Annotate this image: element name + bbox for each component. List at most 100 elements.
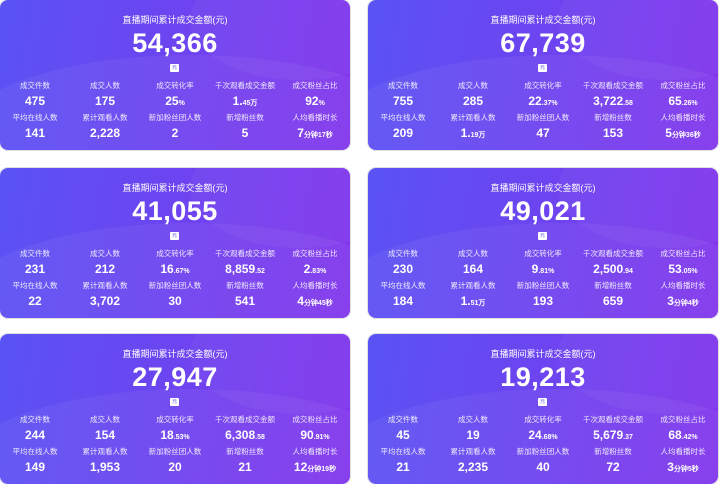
stat-cell: 成交转化率 24.68% xyxy=(508,415,578,447)
stat-cell: 累计观看人数 2,235 xyxy=(438,447,508,479)
stat-cell: 新加粉丝团人数 30 xyxy=(140,281,210,313)
stat-label: 成交粉丝占比 xyxy=(660,249,706,258)
stat-value-main: 9 xyxy=(531,262,539,276)
stat-cell: 成交粉丝占比 2.83% xyxy=(280,249,350,281)
stat-label: 成交粉丝占比 xyxy=(292,249,338,258)
stats-row: 平均在线人数 209 累计观看人数 1.19万 新加粉丝团人数 47 新增粉丝数 153 人均看… xyxy=(368,113,718,145)
stat-value-suffix: % xyxy=(178,100,185,107)
live-stats-card: 直播期间累计成交金额(元) 41,055 元成交件数 231 成交人数 212 成交转化率 1… xyxy=(0,168,350,318)
stat-label: 成交转化率 xyxy=(156,81,194,90)
stat-value: 755 xyxy=(368,93,438,112)
stats-row: 平均在线人数 22 累计观看人数 3,702 新加粉丝团人数 30 新增粉丝数 541 人均看播… xyxy=(0,281,350,313)
stat-cell: 累计观看人数 3,702 xyxy=(70,281,140,313)
stat-cell: 成交转化率 16.67% xyxy=(140,249,210,281)
card-title: 直播期间累计成交金额(元) xyxy=(122,183,228,193)
stat-value-main: 40 xyxy=(536,460,550,474)
stat-value-main: 231 xyxy=(24,262,46,276)
stat-value-main: 45 xyxy=(396,428,410,442)
stats-grid: 成交件数 230 成交人数 164 成交转化率 9.81% 千次观看成交金额 2,500.94… xyxy=(368,249,718,313)
stat-cell: 千次观看成交金额 6,308.58 xyxy=(210,415,280,447)
stat-value: 8,859.52 xyxy=(210,261,280,280)
stat-value: 659 xyxy=(578,293,648,312)
stat-value-suffix: .91% xyxy=(313,434,330,441)
stat-value-main: 1. xyxy=(460,294,471,308)
stat-label: 成交粉丝占比 xyxy=(660,81,706,90)
stat-cell: 成交件数 755 xyxy=(368,81,438,113)
stat-value: 1.51万 xyxy=(438,293,508,312)
stat-cell: 新增粉丝数 5 xyxy=(210,113,280,145)
stat-label: 成交件数 xyxy=(388,249,418,258)
live-stats-card: 直播期间累计成交金额(元) 27,947 元成交件数 244 成交人数 154 成交转化率 1… xyxy=(0,334,350,484)
stat-value-main: 8,859 xyxy=(225,262,256,276)
stat-value: 21 xyxy=(368,459,438,478)
stat-value: 2.83% xyxy=(280,261,350,280)
stat-label: 累计观看人数 xyxy=(82,447,128,456)
stat-cell: 成交粉丝占比 68.42% xyxy=(648,415,718,447)
stats-row: 成交件数 231 成交人数 212 成交转化率 16.67% 千次观看成交金额 8,859.5… xyxy=(0,249,350,281)
stat-value: 22.37% xyxy=(508,93,578,112)
stat-value: 47 xyxy=(508,125,578,144)
stat-label: 人均看播时长 xyxy=(660,113,706,122)
stats-grid: 成交件数 755 成交人数 285 成交转化率 22.37% 千次观看成交金额 3,722.5… xyxy=(368,81,718,145)
stat-value: 3分钟4秒 xyxy=(648,293,718,312)
live-stats-card: 直播期间累计成交金额(元) 67,739 元成交件数 755 成交人数 285 成交转化率 2… xyxy=(368,0,718,150)
stat-cell: 累计观看人数 2,228 xyxy=(70,113,140,145)
card-title: 直播期间累计成交金额(元) xyxy=(122,349,228,359)
stats-row: 成交件数 475 成交人数 175 成交转化率 25% 千次观看成交金额 1.45万 成交粉丝占… xyxy=(0,81,350,113)
stat-value: 72 xyxy=(578,459,648,478)
stat-value: 1.19万 xyxy=(438,125,508,144)
stat-value: 541 xyxy=(210,293,280,312)
stat-label: 成交件数 xyxy=(388,81,418,90)
stat-value: 184 xyxy=(368,293,438,312)
stat-value: 1.45万 xyxy=(210,93,280,112)
stat-value-main: 209 xyxy=(392,126,414,140)
stat-label: 新加粉丝团人数 xyxy=(148,447,202,456)
stat-value-main: 20 xyxy=(168,460,182,474)
stat-value-suffix: 分钟5秒 xyxy=(673,466,699,473)
stat-label: 人均看播时长 xyxy=(292,447,338,456)
stat-value: 3,702 xyxy=(70,293,140,312)
card-title: 直播期间累计成交金额(元) xyxy=(122,15,228,25)
stat-value: 2,235 xyxy=(438,459,508,478)
stat-label: 平均在线人数 xyxy=(12,447,58,456)
stat-value-main: 7 xyxy=(297,126,304,140)
stat-label: 成交粉丝占比 xyxy=(292,81,338,90)
stat-cell: 成交粉丝占比 90.91% xyxy=(280,415,350,447)
stat-value-suffix: % xyxy=(318,100,325,107)
stat-value-main: 92 xyxy=(305,94,319,108)
stat-value: 149 xyxy=(0,459,70,478)
stat-value-suffix: .37% xyxy=(541,100,558,107)
stat-cell: 人均看播时长 5分钟36秒 xyxy=(648,113,718,145)
stats-grid: 成交件数 244 成交人数 154 成交转化率 18.53% 千次观看成交金额 6,308.5… xyxy=(0,415,350,479)
stat-value-main: 22 xyxy=(28,294,42,308)
stat-value-suffix: .05% xyxy=(681,268,698,275)
stat-cell: 千次观看成交金额 2,500.94 xyxy=(578,249,648,281)
stat-value: 25% xyxy=(140,93,210,112)
stat-value-main: 141 xyxy=(24,126,46,140)
stat-label: 累计观看人数 xyxy=(450,447,496,456)
stat-value-main: 154 xyxy=(94,428,116,442)
stat-cell: 千次观看成交金额 3,722.58 xyxy=(578,81,648,113)
stat-value: 2 xyxy=(140,125,210,144)
stat-cell: 平均在线人数 22 xyxy=(0,281,70,313)
stat-cell: 成交人数 154 xyxy=(70,415,140,447)
stat-value-suffix: 19万 xyxy=(470,132,486,139)
stats-row: 平均在线人数 21 累计观看人数 2,235 新加粉丝团人数 40 新增粉丝数 72 人均看播时… xyxy=(368,447,718,479)
stat-label: 新加粉丝团人数 xyxy=(516,113,570,122)
stat-cell: 成交件数 230 xyxy=(368,249,438,281)
stat-value-suffix: .52 xyxy=(255,268,265,275)
stat-label: 千次观看成交金额 xyxy=(583,415,643,424)
stat-label: 成交粉丝占比 xyxy=(660,415,706,424)
live-stats-card: 直播期间累计成交金额(元) 19,213 元成交件数 45 成交人数 19 成交转化率 24.… xyxy=(368,334,718,484)
currency-unit-badge: 元 xyxy=(170,232,179,240)
stat-value: 18.53% xyxy=(140,427,210,446)
stat-cell: 新增粉丝数 541 xyxy=(210,281,280,313)
stat-value-main: 3 xyxy=(667,460,674,474)
stat-label: 千次观看成交金额 xyxy=(215,415,275,424)
stat-value-main: 541 xyxy=(234,294,256,308)
stat-value: 5,679.37 xyxy=(578,427,648,446)
stat-cell: 成交件数 475 xyxy=(0,81,70,113)
stat-label: 成交件数 xyxy=(20,415,50,424)
stat-cell: 成交人数 285 xyxy=(438,81,508,113)
stat-value-main: 25 xyxy=(165,94,179,108)
